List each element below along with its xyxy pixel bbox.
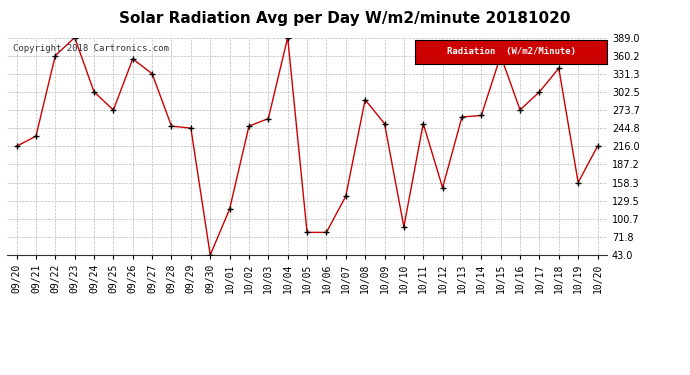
- Text: Solar Radiation Avg per Day W/m2/minute 20181020: Solar Radiation Avg per Day W/m2/minute …: [119, 11, 571, 26]
- Text: Copyright 2018 Cartronics.com: Copyright 2018 Cartronics.com: [13, 44, 169, 53]
